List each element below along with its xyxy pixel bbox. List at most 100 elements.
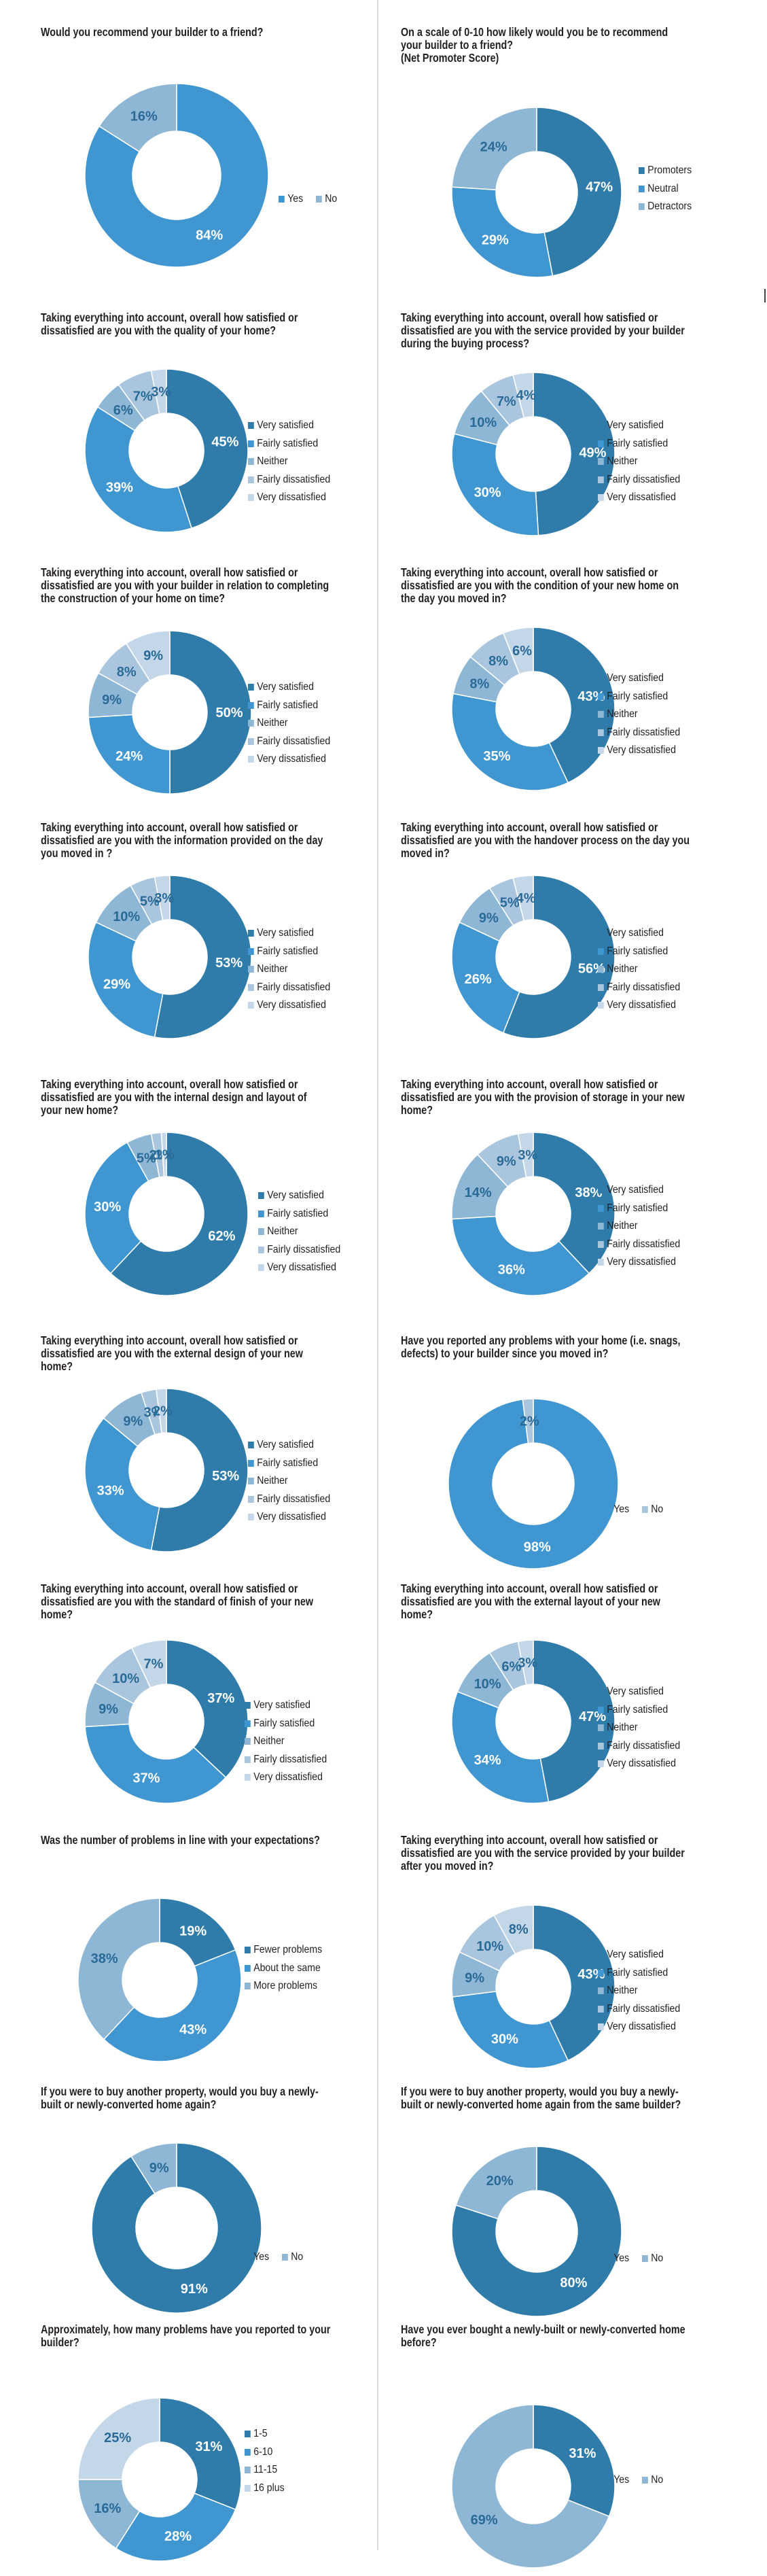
legend-swatch: [245, 1983, 251, 1990]
donut-chart: 98% 2%: [448, 1398, 619, 1569]
slice-value-label: 43%: [577, 689, 605, 704]
donut-slice: [159, 2397, 242, 2511]
legend-label: Fairly satisfied: [607, 1966, 668, 1979]
legend-label: Neither: [253, 1735, 285, 1747]
slice-value-label: 43%: [179, 2022, 207, 2037]
slice-value-label: 39%: [106, 481, 133, 495]
slice-value-label: 6%: [113, 403, 133, 418]
legend-label: 6-10: [253, 2446, 273, 2458]
chart-legend: Very satisfied Fairly satisfied Neither Fai…: [598, 924, 692, 1015]
legend-item: Fairly dissatisfied: [598, 979, 680, 997]
legend-swatch: [598, 1223, 604, 1230]
legend-item: No: [316, 190, 337, 209]
legend-item: Very dissatisfied: [248, 489, 330, 507]
slice-value-label: 6%: [501, 1660, 521, 1675]
slice-value-label: 16%: [94, 2501, 121, 2516]
slice-value-label: 80%: [560, 2276, 587, 2291]
legend-item: No: [642, 1501, 663, 1519]
legend-item: 1-5: [245, 2425, 285, 2443]
chart-panel: 47% 34% 10% 6% 3% Taking everything into acco…: [401, 1582, 767, 1835]
slice-value-label: 4%: [516, 891, 536, 906]
donut-slice: [448, 1398, 619, 1569]
legend-item: Very satisfied: [258, 1187, 340, 1205]
legend-swatch: [598, 947, 604, 955]
donut-slice: [156, 1388, 167, 1434]
legend-item: Neither: [248, 1472, 330, 1491]
donut-slice: [88, 921, 164, 1038]
legend-swatch: [598, 2005, 604, 2013]
legend-item: Fairly dissatisfied: [248, 733, 330, 751]
chart-title: On a scale of 0-10 how likely would you …: [401, 25, 668, 65]
legend-label: Very dissatisfied: [257, 999, 326, 1011]
legend-label: Fairly satisfied: [607, 690, 668, 702]
slice-value-label: 14%: [465, 1185, 492, 1200]
legend-swatch: [248, 476, 254, 483]
legend-swatch: [248, 684, 254, 691]
slice-value-label: 9%: [149, 2161, 169, 2176]
legend-item: Promoters: [639, 162, 692, 180]
legend-label: Neither: [257, 717, 288, 729]
donut-slice: [533, 1639, 616, 1803]
slice-value-label: 5%: [500, 896, 520, 911]
donut-chart: 50% 24% 9% 8% 9%: [88, 630, 252, 795]
legend-item: No: [642, 2250, 663, 2268]
legend-item: Yes: [605, 1501, 629, 1519]
legend-label: Very dissatisfied: [607, 1758, 676, 1770]
donut-chart: 47% 29% 24%: [451, 107, 622, 278]
legend-swatch: [598, 476, 604, 483]
slice-value-label: 2%: [153, 1404, 173, 1419]
legend-label: Fewer problems: [253, 1944, 323, 1956]
legend-swatch: [245, 2431, 251, 2438]
slice-value-label: 3%: [154, 891, 174, 906]
legend-label: Fairly satisfied: [607, 945, 668, 957]
donut-slice: [451, 1690, 550, 1804]
legend-label: 16 plus: [253, 2482, 285, 2494]
legend-swatch: [598, 729, 604, 736]
legend-item: Fairly satisfied: [598, 688, 680, 706]
legend-item: Fairly dissatisfied: [598, 1737, 680, 1756]
chart-panel: 31% 69% Have you ever bought a newly-built…: [401, 2323, 767, 2576]
chart-legend: Very satisfied Fairly satisfied Neither Fai…: [598, 417, 692, 507]
donut-slice: [154, 875, 171, 921]
edge-mark: [764, 289, 766, 302]
legend-label: Very dissatisfied: [257, 753, 326, 765]
donut-slice: [77, 1898, 160, 2040]
slice-value-label: 9%: [102, 693, 122, 708]
slice-value-label: 5%: [140, 894, 160, 909]
donut-chart: 56%26%9%5%4%: [451, 875, 616, 1039]
slice-value-label: 30%: [94, 1200, 121, 1215]
slice-value-label: 3%: [151, 385, 171, 400]
donut-slice: [88, 714, 171, 795]
chart-panel: 53% 33% 9% 3% 2% Taking everything into accou…: [41, 1334, 408, 1587]
donut-slice: [77, 2479, 141, 2549]
legend-item: 11-15: [245, 2461, 285, 2479]
legend-item: Neither: [598, 1217, 680, 1236]
donut-chart: 43% 35% 8% 8% 6%: [451, 627, 616, 791]
legend-label: Fairly dissatisfied: [607, 1739, 681, 1752]
legend-swatch: [598, 1742, 604, 1750]
legend-label: No: [325, 193, 338, 205]
donut-chart: 31% 28% 16% 25%: [77, 2397, 242, 2562]
donut-slice: [91, 2142, 262, 2314]
donut-chart: 62%30%5%2%1%: [84, 1132, 249, 1296]
legend-swatch: [598, 1259, 604, 1266]
slice-value-label: 38%: [575, 1185, 602, 1200]
slice-value-label: 31%: [569, 2446, 596, 2461]
donut-slice: [103, 1949, 242, 2062]
slice-value-label: 4%: [516, 388, 536, 403]
legend-swatch: [248, 1442, 254, 1449]
legend-item: Neither: [598, 1719, 680, 1737]
legend-item: Very satisfied: [598, 1181, 680, 1200]
legend-item: Fairly satisfied: [598, 943, 680, 961]
chart-legend: 1-5 6-10 11-15 16 plus: [245, 2425, 290, 2497]
legend-label: Fairly dissatisfied: [607, 2002, 681, 2015]
legend-item: Very dissatisfied: [245, 1769, 327, 1787]
slice-value-label: 84%: [196, 228, 223, 243]
legend-swatch: [258, 1264, 264, 1272]
donut-slice: [452, 1991, 569, 2069]
chart-title: Was the number of problems in line with …: [41, 1833, 320, 1847]
slice-value-label: 36%: [498, 1262, 525, 1277]
chart-title: Taking everything into account, overall …: [401, 1582, 660, 1621]
legend-swatch: [598, 693, 604, 700]
donut-chart: 47%34%10%6%3%: [451, 1639, 616, 1804]
